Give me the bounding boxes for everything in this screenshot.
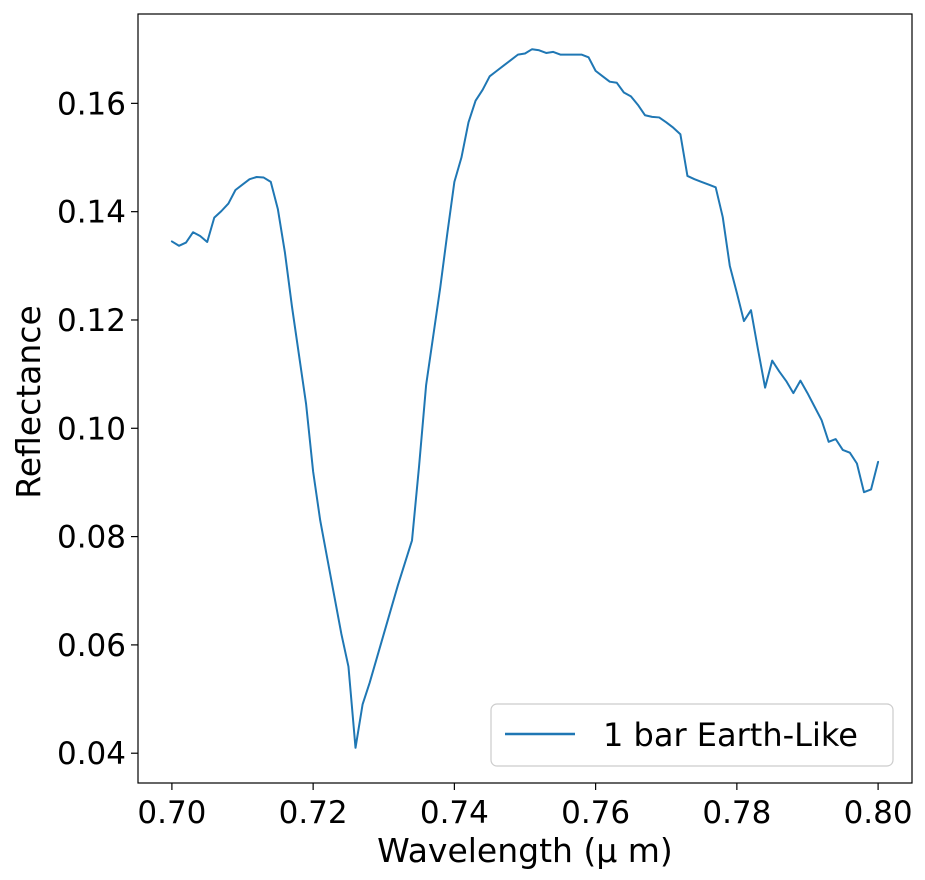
x-tick-label: 0.70 [137, 795, 206, 831]
x-tick-label: 0.72 [279, 795, 348, 831]
x-tick-label: 0.76 [561, 795, 630, 831]
x-axis-label: Wavelength (μ m) [377, 831, 673, 870]
legend-label: 1 bar Earth-Like [603, 716, 858, 754]
y-tick-label: 0.16 [57, 86, 126, 122]
y-tick-label: 0.14 [57, 195, 126, 231]
y-tick-label: 0.10 [57, 411, 126, 447]
series-line-1-bar-earth-like [170, 48, 880, 749]
x-tick-label: 0.78 [702, 795, 771, 831]
plot-frame [137, 13, 913, 784]
y-tick-label: 0.04 [57, 736, 126, 772]
y-tick-label: 0.12 [57, 303, 126, 339]
y-tick-label: 0.08 [57, 520, 126, 556]
x-axis: 0.70 0.72 0.74 0.76 0.78 0.80 [137, 783, 913, 831]
y-axis: 0.04 0.06 0.08 0.10 0.12 0.14 0.16 [57, 86, 138, 772]
x-tick-label: 0.80 [844, 795, 913, 831]
y-axis-label: Reflectance [9, 305, 48, 499]
y-tick-label: 0.06 [57, 628, 126, 664]
legend: 1 bar Earth-Like [490, 703, 894, 767]
x-tick-label: 0.74 [420, 795, 489, 831]
plot-area [138, 14, 912, 783]
legend-box [490, 703, 894, 767]
